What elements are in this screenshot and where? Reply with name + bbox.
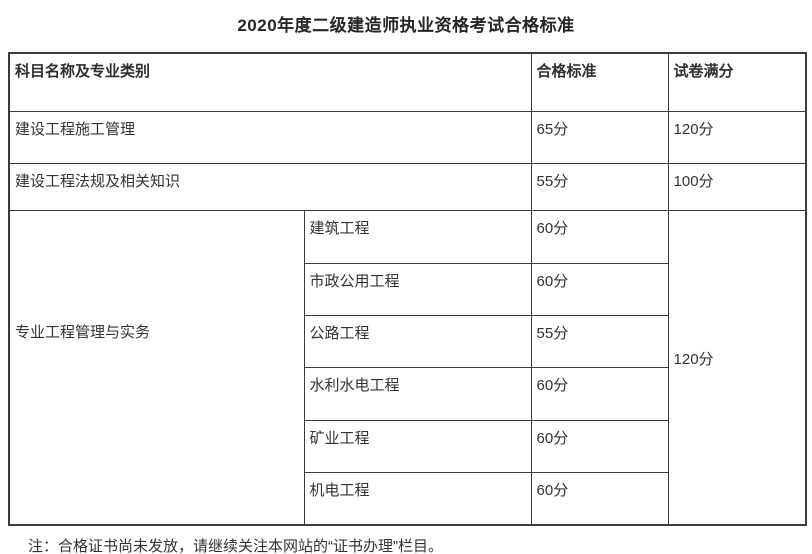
pass-score-cell: 60分 bbox=[530, 366, 669, 421]
specialty-cell: 机电工程 bbox=[303, 471, 532, 526]
practice-group-full-score-cell: 120分 bbox=[667, 209, 807, 526]
subject-cell: 建设工程施工管理 bbox=[8, 110, 532, 164]
header-pass-score: 合格标准 bbox=[530, 52, 669, 112]
specialty-cell: 建筑工程 bbox=[303, 209, 532, 264]
standards-table: 科目名称及专业类别 合格标准 试卷满分 建设工程施工管理 65分 120分 建设… bbox=[8, 52, 808, 526]
full-score-cell: 100分 bbox=[667, 162, 807, 211]
table-row-specialty-municipal: 市政公用工程 60分 bbox=[9, 262, 806, 316]
pass-score-cell: 65分 bbox=[530, 110, 669, 164]
table-row-laws-regulations: 建设工程法规及相关知识 55分 100分 bbox=[8, 162, 807, 211]
pass-score-cell: 60分 bbox=[530, 419, 669, 473]
specialty-cell: 水利水电工程 bbox=[303, 366, 532, 421]
table-header-row: 科目名称及专业类别 合格标准 试卷满分 bbox=[8, 52, 807, 112]
table-row-specialty-highway: 公路工程 55分 bbox=[9, 314, 806, 368]
pass-score-cell: 55分 bbox=[530, 162, 669, 211]
table-row-specialty-mining: 矿业工程 60分 bbox=[9, 419, 806, 473]
specialty-cell: 矿业工程 bbox=[303, 419, 532, 473]
specialty-cell: 公路工程 bbox=[303, 314, 532, 368]
page-title: 2020年度二级建造师执业资格考试合格标准 bbox=[237, 16, 575, 35]
practice-group-label-cell: 专业工程管理与实务 bbox=[8, 209, 305, 526]
table-row-construction-management: 建设工程施工管理 65分 120分 bbox=[8, 110, 807, 164]
pass-score-cell: 60分 bbox=[530, 262, 669, 316]
full-score-cell: 120分 bbox=[667, 110, 807, 164]
pass-score-cell: 60分 bbox=[530, 209, 669, 264]
footnote: 注：合格证书尚未发放，请继续关注本网站的“证书办理”栏目。 bbox=[28, 538, 443, 554]
table-row-specialty-water-conservancy: 水利水电工程 60分 bbox=[9, 366, 806, 421]
specialty-cell: 市政公用工程 bbox=[303, 262, 532, 316]
subject-cell: 建设工程法规及相关知识 bbox=[8, 162, 532, 211]
table-row-specialty-mechanical-electrical: 机电工程 60分 bbox=[9, 471, 806, 526]
header-subject-category: 科目名称及专业类别 bbox=[8, 52, 532, 112]
header-full-score: 试卷满分 bbox=[667, 52, 807, 112]
pass-score-cell: 60分 bbox=[530, 471, 669, 526]
pass-score-cell: 55分 bbox=[530, 314, 669, 368]
table-row-specialty-architecture: 专业工程管理与实务 建筑工程 60分 120分 bbox=[8, 209, 807, 526]
